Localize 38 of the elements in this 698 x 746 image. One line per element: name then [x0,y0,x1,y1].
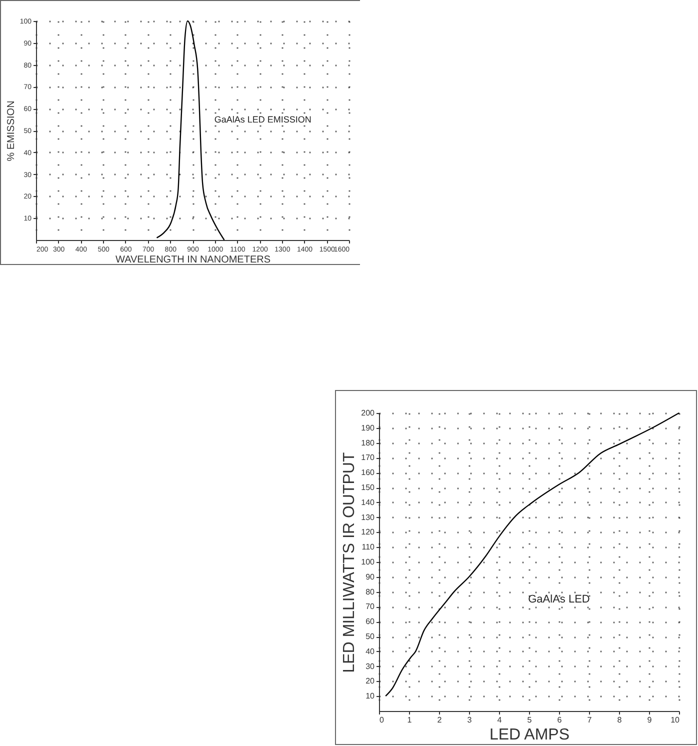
y-tick-label: 70 [366,602,376,612]
y-tick-label: 80 [366,587,376,596]
y-tick-label: 200 [361,408,376,418]
x-tick-label: 10 [670,716,680,724]
y-tick-label: 10 [366,692,376,701]
y-tick-label: 60 [366,617,376,626]
y-axis-title: LED MILLIWATTS IR OUTPUT [341,452,358,673]
y-tick-label: 180 [361,438,376,448]
x-tick-label: 7 [587,716,592,724]
x-tick-label: 3 [467,716,472,724]
y-tick-label: 130 [361,512,376,522]
y-tick-label: 150 [361,483,376,492]
x-tick-label: 1 [407,716,412,724]
y-tick-label: 170 [361,453,376,462]
x-tick-label: 9 [647,716,652,724]
annotation: GaAlAs LED [528,593,590,606]
y-tick-label: 120 [361,528,376,537]
y-tick-label: 50 [366,632,376,641]
y-tick-label: 90 [366,572,376,582]
y-tick-label: 140 [361,498,376,507]
x-tick-label: 0 [380,716,384,724]
x-tick-label: 8 [617,716,622,724]
y-axis-title: % EMISSION [6,100,17,162]
y-tick-label: 160 [361,468,376,478]
y-tick-label: 190 [361,423,376,432]
y-tick-label: 20 [366,676,376,686]
y-tick-label: 110 [362,542,376,552]
x-axis-title: LED AMPS [489,726,570,744]
x-tick-label: 6 [557,716,562,724]
y-tick-label: 30 [366,662,376,671]
x-axis-title: WAVELENGTH IN NANOMETERS [115,254,271,266]
line-series [385,412,680,697]
annotation: GaAlAs LED EMISSION [214,114,312,125]
x-tick-label: 4 [497,716,502,724]
x-tick-label: 5 [527,716,532,724]
y-tick-label: 40 [366,646,376,656]
x-tick-label: 2 [437,716,442,724]
y-tick-label: 100 [361,558,376,566]
